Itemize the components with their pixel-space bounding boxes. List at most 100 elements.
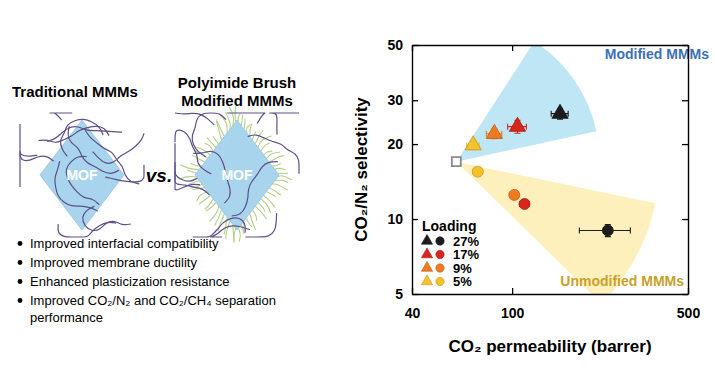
brush-strand	[252, 210, 256, 221]
brush-strand	[215, 210, 222, 226]
brush-strand	[229, 107, 233, 125]
legend-marker	[436, 250, 444, 258]
x-top-axis-line	[413, 45, 689, 46]
y-tick-label: 50	[387, 37, 403, 53]
brush-strand	[244, 119, 245, 129]
y-tick: 5	[395, 286, 418, 302]
bullet-dot	[18, 260, 23, 265]
brush-strand	[272, 184, 288, 190]
brush-strand	[264, 195, 275, 207]
polymer-chain	[193, 218, 246, 237]
polymer-chain	[66, 156, 99, 204]
mof-particle	[40, 120, 124, 230]
y-tick-label: 30	[387, 92, 403, 108]
fan-region	[456, 45, 596, 162]
brush-strand	[247, 217, 252, 227]
legend-marker	[436, 237, 444, 245]
canvas: Traditional MMMsPolyimide BrushModified …	[0, 0, 715, 385]
brush-strand	[278, 176, 292, 180]
y-right-tick	[682, 45, 688, 46]
y-axis-line	[412, 46, 413, 295]
brush-strand	[261, 199, 271, 213]
brush-strand	[213, 137, 219, 144]
y-right-tick	[682, 100, 688, 101]
polymer-chain	[20, 152, 37, 187]
brush-strand	[225, 112, 230, 129]
data-point	[465, 136, 481, 150]
legend-marker	[436, 277, 444, 285]
mof-label: MOF	[221, 167, 253, 183]
data-point	[519, 198, 530, 209]
polymer-chain	[55, 161, 98, 211]
x-axis-title: CO₂ permeability (barrer)	[448, 337, 651, 356]
polymer-chain	[192, 113, 226, 157]
y-tick-label: 20	[387, 136, 403, 152]
x-top-tick	[412, 45, 413, 51]
bullet-dot	[18, 279, 23, 284]
x-top-tick-mark	[412, 45, 413, 51]
x-tick-label: 500	[677, 305, 701, 321]
y-right-tick-mark	[682, 100, 688, 101]
bullet-dot	[18, 241, 23, 246]
polymer-chain	[83, 206, 131, 230]
right-title-line: Polyimide Brush	[178, 74, 296, 91]
y-right-tick-mark	[682, 45, 688, 46]
mof-particle	[195, 120, 279, 230]
brush-strand	[199, 195, 210, 204]
x-top-tick	[512, 45, 513, 51]
y-right-tick	[682, 219, 688, 220]
bullet-line: Improved membrane ductility	[30, 255, 197, 270]
x-tick-mark	[512, 288, 513, 294]
brush-strand	[217, 120, 225, 137]
plot-area	[452, 45, 655, 294]
bullet-text: Improved membrane ductility	[30, 255, 197, 270]
polymer-chains	[175, 113, 299, 237]
brush-strand	[188, 170, 197, 173]
polymer-chain	[270, 113, 299, 135]
y-right-tick-mark	[682, 294, 688, 295]
bullet-text: Enhanced plasticization resistance	[30, 274, 229, 289]
polymer-chain	[175, 113, 214, 125]
brush-strand	[205, 143, 214, 151]
polymer-chain	[246, 213, 277, 237]
legend: Loading27%17%9%5%	[421, 218, 479, 290]
data-point	[552, 104, 568, 118]
legend-marker	[436, 264, 444, 272]
x-axis-line	[413, 294, 689, 295]
data-point	[509, 117, 525, 131]
brush-strand	[238, 114, 240, 122]
brush-strand	[210, 206, 219, 222]
y-right-tick	[682, 294, 688, 295]
brush-strand	[197, 192, 208, 202]
y-right-axis-line	[688, 46, 689, 295]
bullet-line: Improved CO₂/N₂ and CO₂/CH₄ separation	[30, 293, 276, 308]
right-title-line: Modified MMMs	[181, 92, 293, 109]
legend-marker	[421, 248, 432, 258]
bullet-text: Improved interfacial compatibility	[30, 236, 219, 251]
vs-label: vs.	[146, 165, 172, 186]
y-axis-title: CO₂/N₂ selectivity	[352, 97, 371, 242]
polymer-chain	[61, 119, 104, 156]
x-tick: 100	[501, 288, 525, 321]
brush-strand	[250, 214, 256, 230]
y-right-tick	[682, 144, 688, 145]
brush-strand	[278, 173, 289, 174]
mof-label: MOF	[66, 167, 98, 183]
brush-strand	[272, 163, 281, 165]
polymer-brush	[179, 105, 292, 243]
x-axis: 40 100 500	[405, 288, 701, 321]
fan-label: Unmodified MMMs	[560, 273, 684, 289]
data-point	[509, 189, 520, 200]
legend-marker	[421, 234, 432, 244]
brush-strand	[192, 155, 205, 162]
legend-title: Loading	[422, 218, 476, 234]
bullet-line: Improved interfacial compatibility	[30, 236, 219, 251]
x-tick-label: 40	[405, 305, 421, 321]
polymer-chain	[58, 222, 116, 237]
x-top-tick-mark	[512, 45, 513, 51]
y-right-axis	[682, 46, 689, 295]
y-tick-label: 10	[387, 211, 403, 227]
y-tick-label: 5	[395, 286, 403, 302]
y-tick: 30	[387, 92, 418, 108]
right-title: Polyimide BrushModified MMMs	[178, 74, 296, 109]
